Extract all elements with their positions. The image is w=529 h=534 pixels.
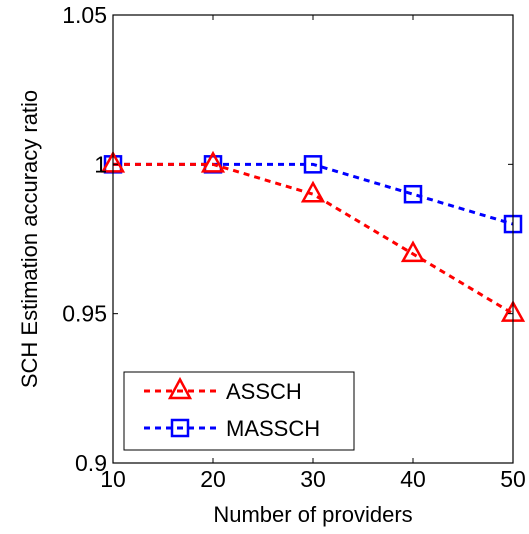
x-tick-label: 30 xyxy=(300,466,326,492)
x-tick-label: 50 xyxy=(500,466,526,492)
data-point-assch xyxy=(400,240,426,263)
data-point-assch xyxy=(200,150,226,173)
y-tick-label: 0.95 xyxy=(62,301,107,327)
legend-marker-assch xyxy=(167,376,193,400)
y-tick-label: 1 xyxy=(94,151,107,177)
legend-box xyxy=(123,371,355,451)
y-tick-label: 0.9 xyxy=(75,450,107,476)
x-tick-label: 40 xyxy=(400,466,426,492)
x-tick-label: 20 xyxy=(200,466,226,492)
y-tick-label: 1.05 xyxy=(62,2,107,28)
data-point-massch xyxy=(403,184,423,204)
x-axis-label: Number of providers xyxy=(213,502,412,527)
data-point-assch xyxy=(300,180,326,203)
data-point-massch xyxy=(303,155,323,174)
y-axis-label: SCH Estimation accuracy ratio xyxy=(17,90,42,388)
legend-label-massch: MASSCH xyxy=(226,416,320,441)
ticks-layer: 10 20 30 40 50 0.9 0.95 1 1.05 xyxy=(62,2,526,492)
legend: ASSCH MASSCH xyxy=(123,371,355,451)
legend-label-assch: ASSCH xyxy=(226,379,302,404)
legend-marker-massch xyxy=(170,418,190,438)
series-line-assch xyxy=(113,162,514,315)
x-tick-label: 10 xyxy=(100,466,126,492)
